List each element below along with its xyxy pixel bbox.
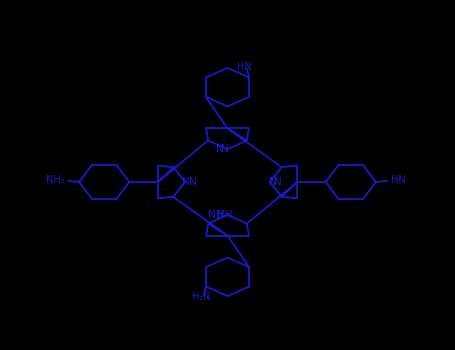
Text: N: N: [221, 144, 229, 154]
Text: N: N: [188, 177, 197, 187]
Text: H₂N: H₂N: [192, 292, 211, 302]
Text: NH: NH: [217, 210, 233, 220]
Text: NH₂: NH₂: [46, 175, 64, 185]
Text: NH: NH: [208, 210, 224, 220]
Text: HN: HN: [391, 175, 405, 185]
Text: HN: HN: [237, 62, 252, 72]
Text: N: N: [269, 177, 277, 187]
Text: N: N: [216, 144, 224, 154]
Text: N: N: [274, 177, 282, 187]
Text: N: N: [182, 177, 190, 187]
